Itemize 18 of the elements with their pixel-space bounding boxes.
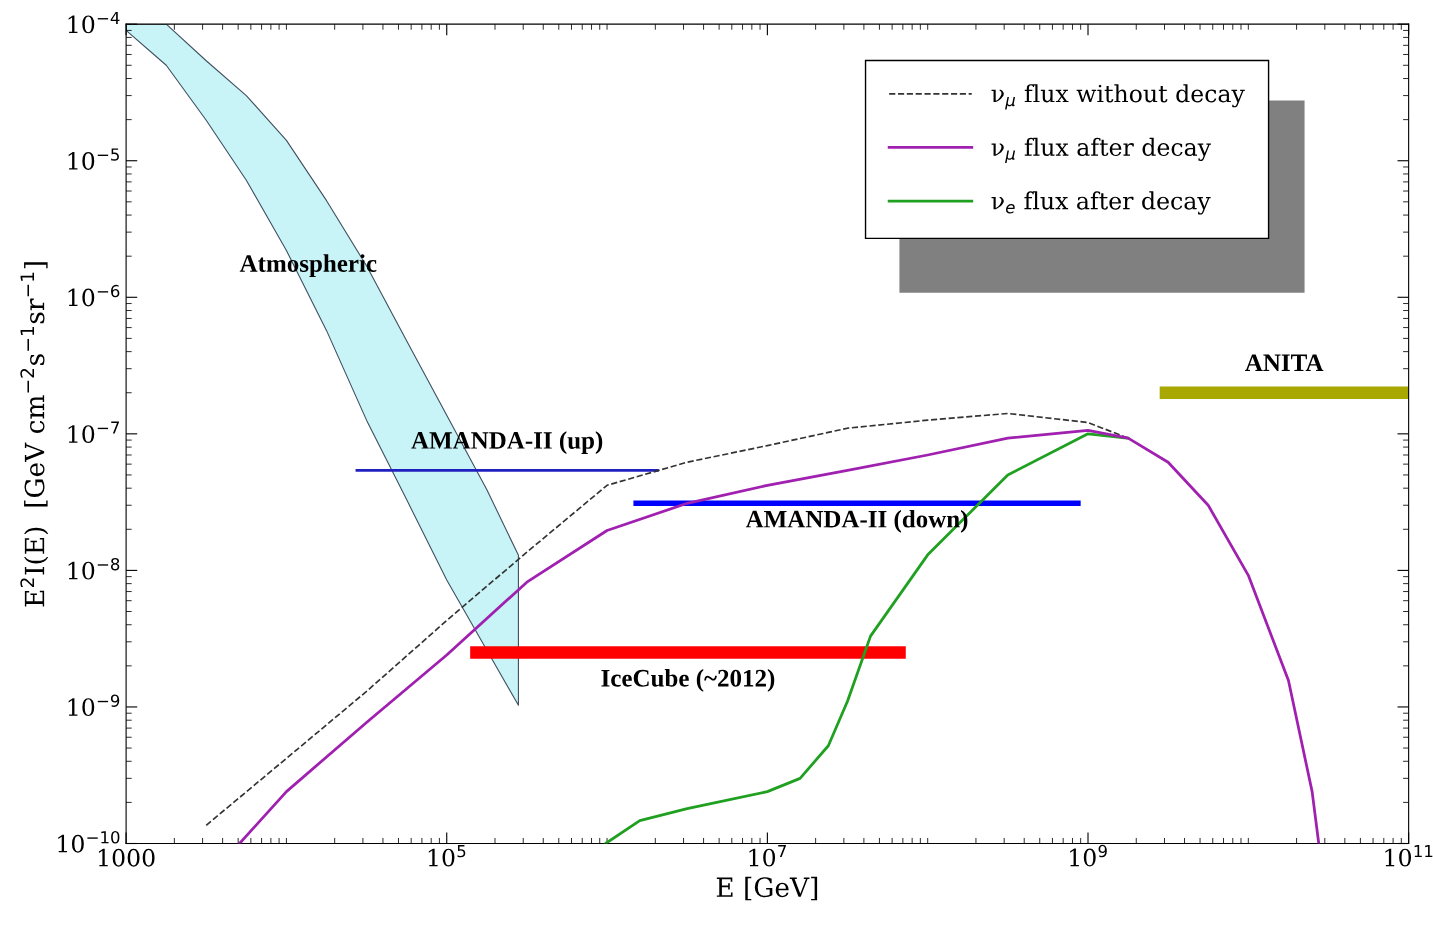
legend-label: ν$_{μ}$ flux without decay (991, 84, 1245, 110)
series-label: IceCube (~2012) (601, 669, 775, 692)
x-tick-label: 10$^{7}$ (749, 845, 786, 867)
series-label: ANITA (1245, 354, 1324, 371)
y-tick-label: 10$^{−6}$ (68, 284, 120, 307)
y-tick-label: 10$^{−5}$ (68, 148, 119, 170)
x-axis-title: E [GeV] (716, 876, 818, 901)
annotation: Atmospheric (239, 254, 377, 277)
legend-label: ν$_{e}$ flux after decay (991, 191, 1211, 215)
x-tick-label: 10$^{11}$ (1385, 845, 1433, 867)
text: E$^{2}$I(E) [GeV cm$^{−2}$s$^{−1}$sr$^{−1}$] (20, 262, 49, 607)
y-tick-label: 10$^{−4}$ (68, 11, 120, 34)
y-tick-label: 10$^{−7}$ (68, 421, 119, 443)
y-tick-label: 10$^{−8}$ (68, 557, 120, 580)
x-tick-label: 10$^{5}$ (428, 845, 466, 867)
x-tick-label: 10$^{9}$ (1070, 844, 1107, 867)
legend-label: ν$_{μ}$ flux after decay (991, 137, 1211, 164)
y-tick-label: 10$^{−9}$ (68, 694, 120, 717)
